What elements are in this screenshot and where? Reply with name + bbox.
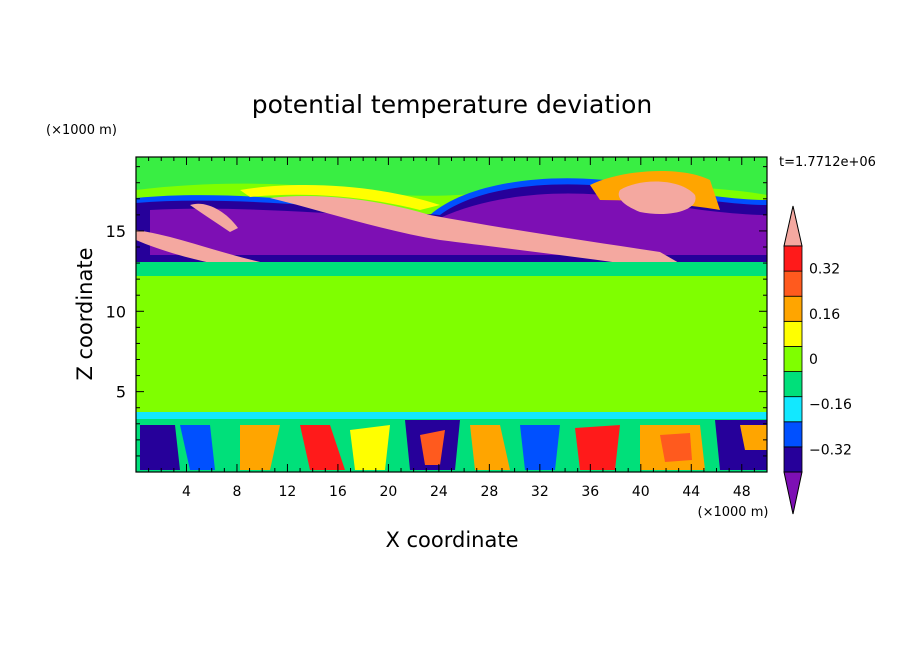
time-label: t=1.7712e+06: [779, 155, 876, 170]
x-tick-label: 24: [430, 484, 448, 500]
colorbar-segment: [783, 346, 803, 372]
x-tick-label: 36: [581, 484, 599, 500]
x-tick-label: 44: [682, 484, 700, 500]
colorbar-segment: [783, 421, 803, 448]
chart-title: potential temperature deviation: [252, 90, 652, 119]
field-bl-eddy-10: [575, 425, 620, 470]
x-tick-label: 40: [632, 484, 650, 500]
colorbar-segment: [783, 371, 803, 398]
x-tick-label: 16: [329, 484, 347, 500]
field-bl-eddy-4: [300, 425, 345, 470]
field-bl-eddy-7: [420, 430, 445, 465]
field-bl-eddy-2: [180, 425, 215, 470]
x-axis-label: X coordinate: [385, 528, 518, 552]
x-tick-label: 20: [379, 484, 397, 500]
colorbar-segment: [783, 245, 803, 272]
field-bl-eddy-9: [520, 425, 560, 470]
field-bl-eddy-1: [140, 425, 180, 470]
colorbar: 0.32 0.16 0 −0.16 −0.32: [783, 205, 852, 515]
colorbar-tick-label: 0: [809, 352, 818, 368]
field-warm-tongue-main: [270, 195, 700, 275]
y-axis-label: Z coordinate: [73, 247, 97, 380]
x-tick-label: 12: [279, 484, 297, 500]
colorbar-segment: [783, 270, 803, 297]
field-green-band: [136, 262, 767, 276]
colorbar-tick-label: −0.16: [809, 397, 852, 413]
field-top-cool: [136, 157, 767, 196]
colorbar-segment: [783, 295, 803, 322]
y-axis: 5 10 15: [106, 166, 767, 457]
x-tick-label: 32: [531, 484, 549, 500]
y-tick-label: 5: [116, 383, 126, 402]
colorbar-tick-label: −0.32: [809, 442, 852, 458]
x-tick-label: 4: [182, 484, 191, 500]
y-tick-label: 15: [106, 222, 126, 241]
y-unit-label: (×1000 m): [46, 123, 117, 138]
field-warm-blob: [618, 181, 696, 215]
field-bl-eddy-3: [240, 425, 280, 470]
field-warm-edge-1: [240, 185, 440, 210]
x-tick-label: 48: [733, 484, 751, 500]
field-bl-eddy-5: [350, 425, 390, 470]
colorbar-segment: [783, 446, 803, 473]
colorbar-tick-label: 0.32: [809, 262, 840, 278]
x-unit-label: (×1000 m): [698, 505, 769, 520]
field-bl-eddy-12: [660, 433, 692, 462]
colorbar-tick-label: 0.16: [809, 307, 840, 323]
colorbar-under-arrow: [783, 471, 803, 515]
colorbar-segment: [783, 396, 803, 423]
field-bl-top: [136, 412, 767, 419]
field-bl-eddy-8: [470, 425, 510, 470]
colorbar-segment: [783, 320, 803, 347]
x-axis: 4 8 12 16 20 24 28 32 36 40 44 48: [148, 157, 755, 500]
x-tick-label: 8: [232, 484, 241, 500]
x-tick-label: 28: [480, 484, 498, 500]
field-warm-filament: [190, 203, 238, 232]
field-bl-eddy-14: [740, 425, 767, 450]
y-tick-label: 10: [106, 302, 126, 321]
colorbar-over-arrow: [783, 205, 803, 247]
